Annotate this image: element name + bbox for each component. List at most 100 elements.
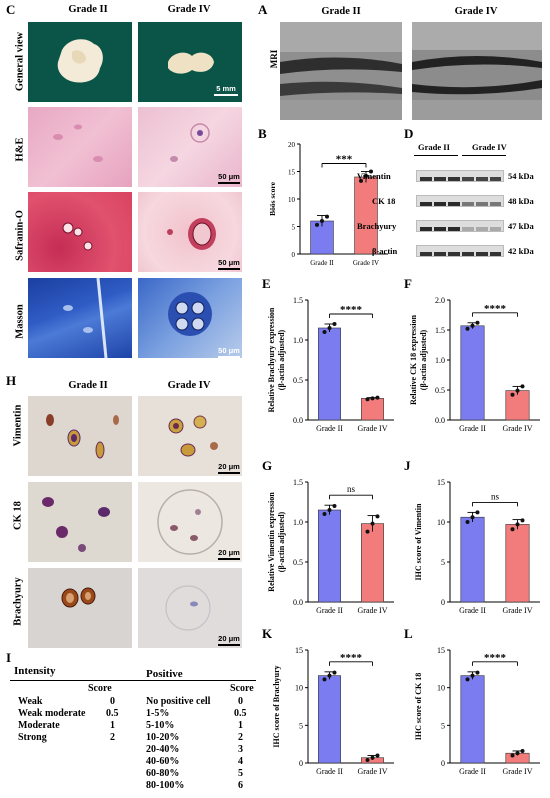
- data-point: [370, 521, 375, 526]
- chart-g: 0.0 0.5 1.0 1.5 Relative Vimentin expression…: [262, 462, 402, 632]
- chart-svg: 0.0 0.5 1.0 1.5 2.0 Relative CK 18 expression…: [409, 296, 540, 433]
- y-tick-label: 0.5: [293, 376, 303, 385]
- ihc-vimentin-grade-ii-image: [28, 396, 132, 476]
- scalebar-masson: 50 μm: [218, 346, 240, 358]
- data-point: [475, 320, 480, 325]
- data-point: [370, 755, 375, 760]
- positive-row-score: 5: [238, 768, 243, 779]
- panel-d-col-grade-iv: Grade IV: [472, 142, 507, 152]
- data-point: [510, 527, 515, 532]
- positive-row-label: 80-100%: [146, 780, 185, 791]
- x-tick-label: Grade II: [459, 606, 486, 615]
- y-tick-label: 1.5: [293, 296, 303, 305]
- general-view-grade-ii-image: [28, 22, 132, 102]
- data-point: [375, 395, 380, 400]
- table-header-score-intensity: Score: [88, 683, 112, 694]
- intensity-row-score: 1: [110, 720, 115, 731]
- panel-h-col-grade-iv: Grade IV: [167, 380, 211, 391]
- data-point: [320, 219, 324, 223]
- panel-label-d: D: [404, 126, 414, 141]
- y-tick-label: 0: [441, 598, 445, 607]
- significance-label: ****: [340, 304, 363, 316]
- table-rule: [10, 680, 256, 681]
- y-tick-label: 15: [288, 169, 296, 177]
- chart-e: 0.0 0.5 1.0 1.5 Relative Brachyury expressio…: [262, 280, 402, 450]
- wb-label-brachyury: Brachyury: [357, 221, 397, 231]
- y-tick-label: 5: [441, 721, 445, 730]
- x-tick-label: Grade IV: [503, 767, 533, 776]
- general-view-grade-iv-image: [138, 22, 242, 102]
- y-tick-label: 0.5: [293, 558, 303, 567]
- panel-h-col-grade-ii: Grade II: [68, 380, 108, 391]
- chart-l: 0 5 10 15 IHC score of CK 18 Grade II Grade IV…: [404, 630, 548, 793]
- y-axis-label: (β-actin adjusted): [277, 329, 286, 390]
- positive-row-score: 1: [238, 720, 243, 731]
- panel-label-l: L: [404, 626, 413, 641]
- chart-svg: 0 5 10 15 20 Bôös score Grade II Grade IV ***: [268, 141, 388, 267]
- data-point: [375, 753, 380, 758]
- chart-svg: 0.0 0.5 1.0 1.5 Relative Vimentin expression…: [267, 478, 394, 615]
- wb-underline-grade-iv: [462, 155, 506, 156]
- scalebar-ihc-vimentin: 20 μm: [218, 462, 240, 474]
- significance-label: ns: [491, 491, 500, 501]
- x-tick-label: Grade II: [459, 767, 486, 776]
- y-tick-label: 0.0: [293, 416, 303, 425]
- y-tick-label: 10: [437, 684, 445, 693]
- data-point: [332, 504, 337, 508]
- x-tick-label: Grade IV: [358, 767, 388, 776]
- positive-row-score: 3: [238, 744, 243, 755]
- bar: [354, 176, 378, 255]
- positive-row-score: 4: [238, 756, 243, 767]
- he-grade-iv-image: [138, 107, 242, 187]
- y-tick-label: 10: [437, 518, 445, 527]
- ihc-ck18-grade-ii-image: [28, 482, 132, 562]
- significance-label: ****: [340, 652, 363, 664]
- y-tick-label: 1.5: [293, 478, 303, 487]
- panel-label-k: K: [262, 626, 273, 641]
- y-tick-label: 2.0: [435, 296, 445, 305]
- y-tick-label: 0: [441, 759, 445, 768]
- wb-underline-grade-ii: [414, 155, 458, 156]
- y-tick-label: 1.5: [435, 326, 445, 335]
- masson-grade-ii-image: [28, 278, 132, 358]
- panel-label-h: H: [6, 373, 17, 388]
- x-tick-label: Grade II: [316, 424, 343, 433]
- data-point: [515, 522, 520, 527]
- wb-size-beta-actin: 42 kDa: [508, 246, 534, 256]
- safranin-grade-iv-image: [138, 192, 242, 272]
- positive-row-label: 1-5%: [146, 708, 170, 719]
- data-point: [520, 518, 525, 523]
- intensity-row-score: 2: [110, 732, 115, 743]
- scalebar-he: 50 μm: [218, 172, 240, 184]
- data-point: [520, 748, 525, 753]
- y-tick-label: 1.0: [293, 336, 303, 345]
- data-point: [332, 670, 337, 675]
- positive-row-label: 10-20%: [146, 732, 180, 743]
- chart-svg: 0 5 10 15 IHC score of Brachyury Grade II Grad…: [272, 646, 394, 776]
- positive-row-label: No positive cell: [146, 696, 211, 707]
- bar: [505, 524, 530, 603]
- positive-row-label: 60-80%: [146, 768, 180, 779]
- data-point: [315, 222, 319, 227]
- data-point: [510, 392, 515, 397]
- x-tick-label: Grade IV: [358, 424, 388, 433]
- data-point: [327, 326, 332, 330]
- data-point: [515, 388, 520, 393]
- table-header-positive: Positive: [146, 668, 183, 680]
- wb-label-vimentin: Vimentin: [357, 171, 391, 181]
- y-tick-label: 20: [288, 141, 296, 149]
- data-point: [375, 514, 380, 519]
- significance-label: ****: [484, 652, 507, 664]
- positive-row-score: 6: [238, 780, 243, 791]
- panel-label-g: G: [262, 458, 273, 473]
- bar: [361, 523, 384, 603]
- y-tick-label: 1.0: [435, 356, 445, 365]
- intensity-row-label: Weak moderate: [18, 708, 86, 719]
- ihc-brachyury-grade-ii-image: [28, 568, 132, 648]
- data-point: [475, 510, 480, 515]
- panel-d-col-grade-ii: Grade II: [418, 142, 450, 152]
- intensity-row-label: Moderate: [18, 720, 60, 731]
- panel-label-e: E: [262, 276, 271, 291]
- wb-size-brachyury: 47 kDa: [508, 221, 534, 231]
- panel-label-c: C: [6, 2, 16, 17]
